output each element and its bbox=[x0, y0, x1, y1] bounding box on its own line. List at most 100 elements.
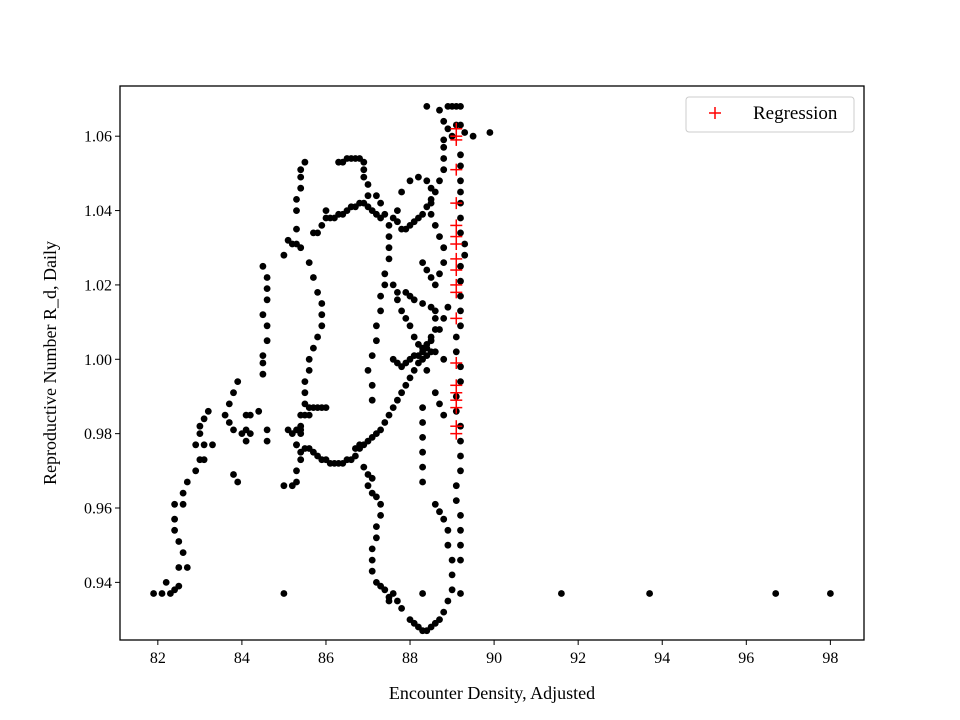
data-point bbox=[389, 404, 397, 411]
data-point bbox=[373, 523, 380, 530]
data-point bbox=[448, 571, 456, 579]
data-point bbox=[373, 322, 380, 330]
data-point bbox=[385, 255, 393, 263]
data-point bbox=[356, 441, 363, 449]
data-point bbox=[305, 259, 313, 266]
data-point bbox=[436, 616, 443, 623]
data-point bbox=[352, 452, 359, 460]
data-point bbox=[259, 262, 267, 270]
data-point bbox=[427, 337, 435, 345]
data-point bbox=[440, 143, 448, 151]
y-tick-label: 0.94 bbox=[84, 575, 112, 592]
data-point bbox=[364, 181, 372, 188]
data-point bbox=[410, 333, 418, 341]
data-point bbox=[204, 407, 212, 415]
data-point bbox=[389, 590, 397, 597]
data-point bbox=[457, 363, 464, 371]
regression-point bbox=[450, 264, 463, 277]
data-point bbox=[314, 333, 321, 341]
data-point bbox=[377, 500, 384, 508]
data-point bbox=[246, 430, 254, 437]
data-point bbox=[297, 426, 305, 434]
data-point bbox=[318, 300, 326, 307]
data-point bbox=[301, 378, 309, 385]
data-point bbox=[305, 355, 313, 363]
data-point bbox=[394, 296, 401, 304]
data-point bbox=[444, 597, 452, 605]
data-point bbox=[322, 207, 330, 215]
regression-points-series bbox=[450, 122, 463, 440]
x-tick-label: 90 bbox=[486, 650, 502, 667]
data-point bbox=[558, 590, 565, 597]
regression-point bbox=[450, 197, 463, 210]
x-tick-label: 84 bbox=[234, 650, 250, 667]
data-point bbox=[452, 348, 460, 356]
data-point bbox=[280, 251, 288, 259]
data-point bbox=[150, 590, 158, 597]
data-point bbox=[457, 512, 464, 519]
data-point bbox=[158, 590, 166, 597]
data-point bbox=[301, 158, 309, 166]
data-point bbox=[398, 605, 405, 612]
data-point bbox=[431, 500, 439, 508]
data-point bbox=[364, 482, 372, 490]
data-point bbox=[419, 300, 426, 307]
data-point bbox=[368, 352, 376, 359]
data-point bbox=[457, 162, 464, 170]
data-point bbox=[297, 173, 305, 181]
data-point bbox=[419, 463, 426, 471]
data-point bbox=[322, 404, 330, 411]
data-point bbox=[263, 337, 271, 345]
data-point bbox=[293, 441, 300, 449]
data-point bbox=[179, 549, 187, 556]
legend-regression-label: Regression bbox=[753, 103, 838, 124]
data-point bbox=[280, 482, 288, 490]
data-point bbox=[225, 419, 233, 426]
data-point bbox=[255, 407, 263, 415]
data-point bbox=[406, 374, 414, 382]
data-point bbox=[259, 370, 267, 378]
data-point bbox=[461, 251, 469, 259]
data-point bbox=[246, 411, 254, 419]
data-point bbox=[230, 426, 237, 434]
data-point bbox=[486, 129, 494, 136]
data-point bbox=[305, 367, 313, 374]
data-point bbox=[381, 419, 389, 426]
data-point bbox=[373, 493, 380, 501]
data-point bbox=[457, 214, 464, 222]
data-point bbox=[381, 270, 389, 278]
data-point bbox=[419, 478, 426, 486]
data-point bbox=[179, 500, 187, 508]
y-axis-label: Reproductive Number R_d, Daily bbox=[40, 241, 60, 485]
y-tick-label: 1.02 bbox=[84, 277, 112, 294]
data-point bbox=[381, 586, 389, 594]
data-point bbox=[827, 590, 834, 597]
data-point bbox=[440, 244, 448, 252]
data-point bbox=[457, 262, 464, 270]
data-point bbox=[440, 136, 448, 144]
data-point bbox=[440, 515, 448, 523]
x-tick-label: 82 bbox=[150, 650, 166, 667]
data-point bbox=[419, 210, 426, 218]
data-point bbox=[377, 307, 384, 315]
data-point bbox=[444, 125, 452, 133]
data-point bbox=[368, 567, 376, 575]
y-tick-label: 1.06 bbox=[84, 129, 112, 146]
data-point bbox=[440, 259, 448, 266]
data-point bbox=[440, 315, 448, 322]
data-point bbox=[436, 106, 443, 114]
data-point bbox=[230, 471, 237, 478]
data-point bbox=[419, 590, 426, 597]
data-point bbox=[360, 166, 368, 174]
data-point bbox=[310, 344, 317, 352]
data-point bbox=[436, 177, 443, 185]
data-point bbox=[457, 378, 464, 385]
data-point bbox=[360, 463, 368, 471]
data-point bbox=[423, 344, 431, 352]
regression-point bbox=[450, 163, 463, 176]
data-point bbox=[377, 199, 384, 207]
data-point bbox=[263, 274, 271, 281]
data-point bbox=[440, 117, 448, 125]
data-point bbox=[368, 396, 376, 404]
data-point bbox=[162, 579, 170, 586]
